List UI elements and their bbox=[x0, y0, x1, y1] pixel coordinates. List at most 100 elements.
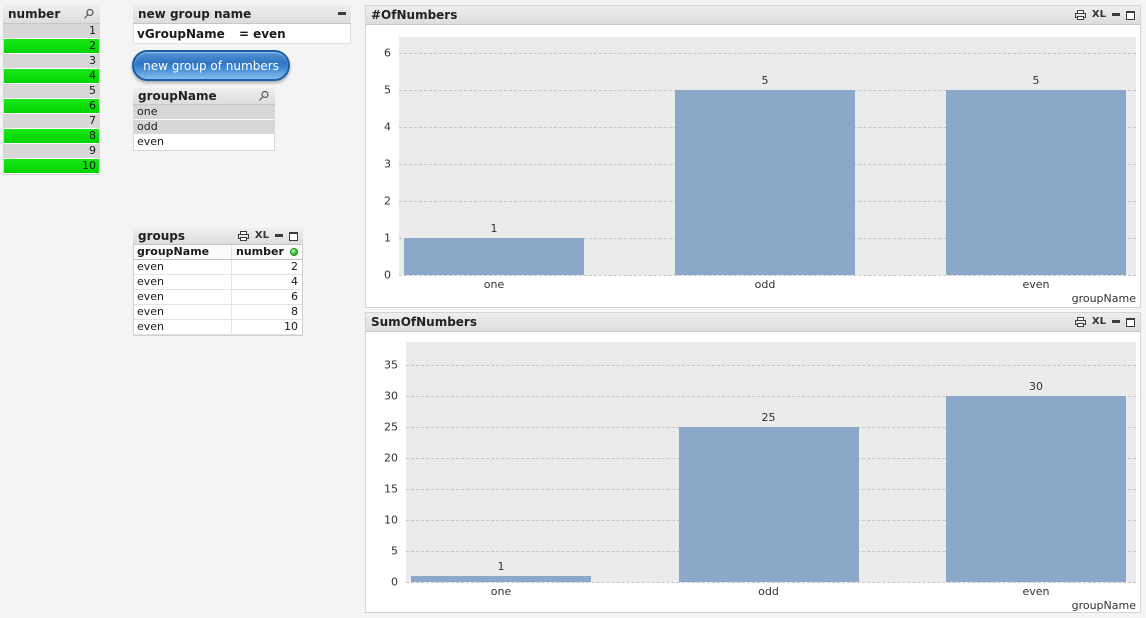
cell-number: 4 bbox=[291, 275, 298, 288]
x-axis-tick-label: odd bbox=[758, 585, 779, 598]
sort-indicator-icon bbox=[290, 248, 298, 256]
cell-groupname: even bbox=[134, 290, 232, 304]
cell-groupname: even bbox=[134, 260, 232, 274]
bar-one[interactable] bbox=[411, 575, 591, 582]
bar-value-label: 1 bbox=[490, 221, 498, 235]
groups-table-caption[interactable]: groups XL bbox=[133, 228, 303, 245]
excel-export-icon[interactable]: XL bbox=[1091, 316, 1106, 327]
table-row[interactable]: even 8 bbox=[134, 305, 302, 320]
table-row[interactable]: even 10 bbox=[134, 320, 302, 335]
cell-groupname: even bbox=[134, 305, 232, 319]
minimize-icon[interactable] bbox=[275, 234, 283, 238]
table-row[interactable]: even 4 bbox=[134, 275, 302, 290]
listbox-title: groupName bbox=[138, 89, 217, 103]
printer-icon[interactable] bbox=[237, 231, 249, 241]
chart-title: SumOfNumbers bbox=[371, 315, 477, 329]
y-axis-tick-label: 4 bbox=[384, 120, 391, 134]
y-axis-tick-label: 3 bbox=[384, 157, 391, 171]
list-item[interactable]: one bbox=[134, 105, 274, 119]
new-group-of-numbers-button[interactable]: new group of numbers bbox=[132, 50, 290, 81]
number-listbox: number 1 2 3 4 5 6 7 8 9 10 bbox=[3, 5, 100, 175]
table-title: groups bbox=[138, 229, 186, 243]
chart-sumofnumbers: SumOfNumbers XL 1 25 30 0 5 10 15 20 25 30 35 one o… bbox=[365, 312, 1141, 613]
table-header-row: groupName number bbox=[134, 245, 302, 260]
bar-even[interactable] bbox=[946, 395, 1126, 582]
list-item[interactable]: 8 bbox=[4, 129, 99, 143]
list-item[interactable]: 1 bbox=[4, 24, 99, 38]
cell-number: 8 bbox=[291, 305, 298, 318]
y-axis-tick-label: 2 bbox=[384, 194, 391, 208]
maximize-icon[interactable] bbox=[1126, 317, 1135, 327]
x-axis-title: groupName bbox=[1071, 599, 1136, 612]
search-icon[interactable] bbox=[83, 8, 95, 20]
cell-number: 6 bbox=[291, 290, 298, 303]
list-item[interactable]: 5 bbox=[4, 84, 99, 98]
groupname-listbox-body: one odd even bbox=[133, 105, 275, 151]
y-axis-tick-label: 1 bbox=[384, 231, 391, 245]
number-listbox-caption[interactable]: number bbox=[3, 5, 100, 24]
y-axis-tick-label: 10 bbox=[384, 513, 398, 527]
search-icon[interactable] bbox=[258, 90, 270, 102]
maximize-icon[interactable] bbox=[1126, 10, 1135, 20]
chart-plot-area: 1 5 5 bbox=[399, 37, 1136, 276]
table-row[interactable]: even 2 bbox=[134, 260, 302, 275]
x-axis-title: groupName bbox=[1071, 292, 1136, 305]
chart-caption[interactable]: #OfNumbers XL bbox=[366, 6, 1140, 25]
y-axis-tick-label: 15 bbox=[384, 482, 398, 496]
bar-one[interactable] bbox=[404, 237, 584, 275]
cell-number: 10 bbox=[284, 320, 298, 333]
bar-odd[interactable] bbox=[678, 426, 859, 582]
chart-plot-area: 1 25 30 bbox=[406, 342, 1136, 583]
gridline bbox=[406, 395, 1136, 397]
list-item[interactable]: even bbox=[134, 135, 274, 149]
printer-icon[interactable] bbox=[1074, 10, 1086, 20]
chart-ofnumbers: #OfNumbers XL 1 5 5 0 1 2 3 4 5 6 one odd even group… bbox=[365, 5, 1141, 308]
list-item[interactable]: 9 bbox=[4, 144, 99, 158]
list-item[interactable]: 6 bbox=[4, 99, 99, 113]
y-axis-tick-label: 6 bbox=[384, 46, 391, 60]
list-item[interactable]: 2 bbox=[4, 39, 99, 53]
chart-caption[interactable]: SumOfNumbers XL bbox=[366, 313, 1140, 332]
variable-input-row[interactable]: vGroupName = even bbox=[133, 24, 351, 44]
maximize-icon[interactable] bbox=[289, 231, 298, 241]
gridline bbox=[399, 52, 1136, 54]
list-item[interactable]: 3 bbox=[4, 54, 99, 68]
bar-value-label: 30 bbox=[1029, 379, 1043, 393]
equals-sign: = bbox=[239, 26, 250, 41]
variable-name-label: vGroupName bbox=[137, 26, 225, 41]
new-group-name-caption[interactable]: new group name bbox=[133, 5, 351, 24]
y-axis-tick-label: 30 bbox=[384, 389, 398, 403]
table-row[interactable]: even 6 bbox=[134, 290, 302, 305]
bar-value-label: 5 bbox=[1032, 73, 1040, 87]
cell-number: 2 bbox=[291, 260, 298, 273]
printer-icon[interactable] bbox=[1074, 317, 1086, 327]
column-header-groupname[interactable]: groupName bbox=[134, 245, 232, 259]
groupname-listbox-caption[interactable]: groupName bbox=[133, 88, 275, 105]
x-axis-tick-label: even bbox=[1022, 278, 1050, 291]
list-item[interactable]: 7 bbox=[4, 114, 99, 128]
gridline bbox=[399, 275, 1136, 276]
y-axis-tick-label: 5 bbox=[391, 544, 398, 558]
x-axis-tick-label: odd bbox=[754, 278, 776, 291]
excel-export-icon[interactable]: XL bbox=[1091, 9, 1106, 20]
x-axis-tick-label: one bbox=[490, 585, 512, 598]
cell-groupname: even bbox=[134, 275, 232, 289]
list-item[interactable]: odd bbox=[134, 120, 274, 134]
list-item[interactable]: 4 bbox=[4, 69, 99, 83]
bar-value-label: 5 bbox=[761, 73, 769, 87]
y-axis-tick-label: 0 bbox=[384, 268, 391, 282]
y-axis-tick-label: 20 bbox=[384, 451, 398, 465]
minimize-icon[interactable] bbox=[1112, 320, 1120, 324]
bar-value-label: 1 bbox=[497, 559, 505, 573]
groups-table: groups XL groupName number even 2 even 4 eve… bbox=[133, 228, 303, 336]
variable-value[interactable]: even bbox=[253, 26, 286, 41]
cell-groupname: even bbox=[134, 320, 232, 334]
excel-export-icon[interactable]: XL bbox=[254, 230, 269, 241]
minimize-icon[interactable] bbox=[338, 12, 346, 16]
minimize-icon[interactable] bbox=[1112, 13, 1120, 17]
bar-even[interactable] bbox=[946, 89, 1126, 275]
bar-odd[interactable] bbox=[675, 89, 855, 275]
column-header-number[interactable]: number bbox=[232, 245, 302, 259]
x-axis-tick-label: one bbox=[483, 278, 505, 291]
list-item[interactable]: 10 bbox=[4, 159, 99, 173]
